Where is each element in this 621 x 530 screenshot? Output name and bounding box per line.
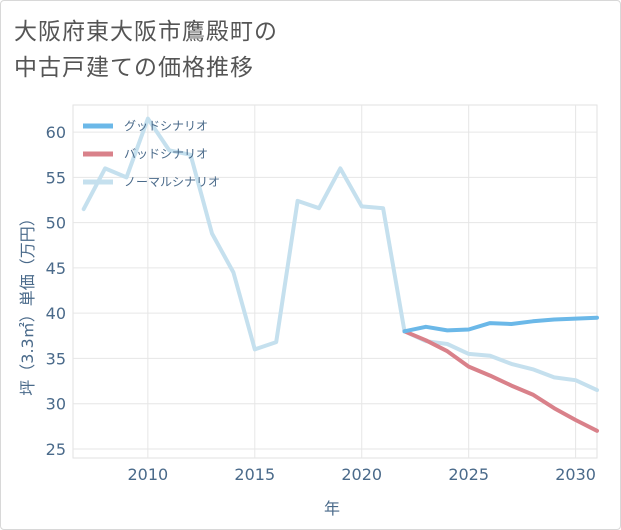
- y-tick-label: 55: [46, 168, 66, 187]
- y-axis-label: 坪（3.3㎡）単価（万円）: [18, 210, 37, 395]
- y-tick-label: 50: [46, 214, 66, 233]
- grid: [72, 104, 598, 459]
- plot-area: [72, 104, 598, 459]
- series-lines: [81, 116, 599, 433]
- x-tick-label: 2020: [341, 465, 382, 484]
- y-tick-label: 25: [46, 440, 66, 459]
- legend-label-0: グッドシナリオ: [124, 119, 208, 133]
- y-tick-label: 60: [46, 123, 66, 142]
- series-line-1: [402, 329, 599, 433]
- x-tick-label: 2015: [234, 465, 275, 484]
- x-axis-label: 年: [324, 499, 340, 518]
- y-tick-label: 40: [46, 304, 66, 323]
- chart-title-line2: 中古戸建ての価格推移: [14, 55, 254, 81]
- chart-title-line1: 大阪府東大阪市鷹殿町の: [14, 19, 278, 45]
- x-tick-label: 2010: [127, 465, 168, 484]
- series-line-2: [81, 116, 599, 393]
- chart-title: 大阪府東大阪市鷹殿町の 中古戸建ての価格推移: [14, 14, 278, 86]
- y-tick-label: 35: [46, 349, 66, 368]
- x-tick-label: 2030: [555, 465, 596, 484]
- y-tick-label: 45: [46, 259, 66, 278]
- legend-label-1: バッドシナリオ: [124, 147, 208, 161]
- legend-label-2: ノーマルシナリオ: [124, 175, 220, 189]
- y-tick-label: 30: [46, 395, 66, 414]
- axis-ticks: 25 30 35 40 45 50 55 60 2010 2015 2020 2025 2030: [46, 123, 596, 484]
- series-line-0: [402, 315, 599, 334]
- x-tick-label: 2025: [448, 465, 489, 484]
